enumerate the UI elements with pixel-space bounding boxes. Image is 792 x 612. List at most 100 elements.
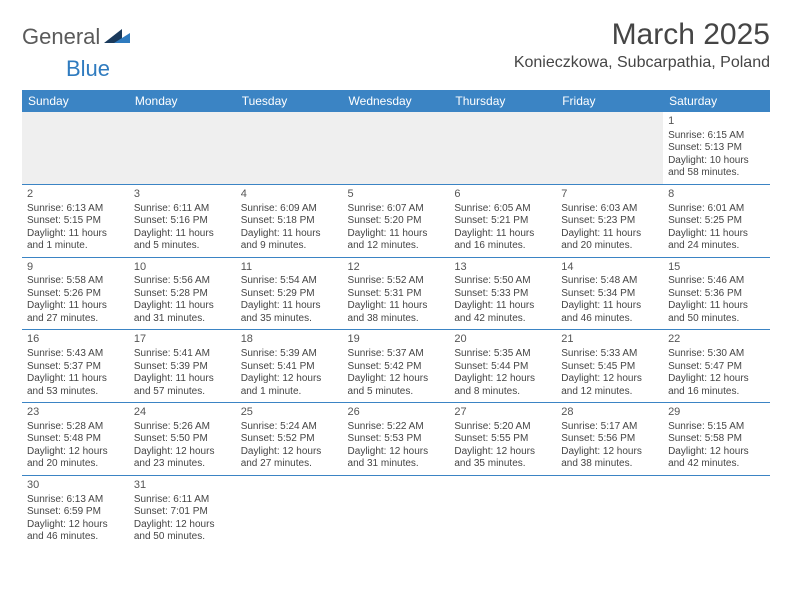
daylight-text: Daylight: 11 hours and 57 minutes. [134, 373, 231, 398]
calendar-cell: 20Sunrise: 5:35 AMSunset: 5:44 PMDayligh… [449, 330, 556, 403]
calendar-cell: 1Sunrise: 6:15 AMSunset: 5:13 PMDaylight… [663, 112, 770, 184]
calendar-cell: 15Sunrise: 5:46 AMSunset: 5:36 PMDayligh… [663, 257, 770, 330]
sunrise-text: Sunrise: 5:39 AM [241, 348, 338, 361]
calendar-cell: 31Sunrise: 6:11 AMSunset: 7:01 PMDayligh… [129, 475, 236, 547]
calendar-cell: 18Sunrise: 5:39 AMSunset: 5:41 PMDayligh… [236, 330, 343, 403]
day-number: 30 [27, 479, 124, 493]
sunrise-text: Sunrise: 5:28 AM [27, 421, 124, 434]
sunrise-text: Sunrise: 6:05 AM [454, 203, 551, 216]
day-number: 5 [348, 188, 445, 202]
day-number: 13 [454, 261, 551, 275]
location: Konieczkowa, Subcarpathia, Poland [514, 54, 770, 72]
daylight-text: Daylight: 12 hours and 5 minutes. [348, 373, 445, 398]
calendar-cell: 23Sunrise: 5:28 AMSunset: 5:48 PMDayligh… [22, 403, 129, 476]
sunset-text: Sunset: 5:15 PM [27, 215, 124, 228]
calendar-cell [556, 475, 663, 547]
calendar-cell: 2Sunrise: 6:13 AMSunset: 5:15 PMDaylight… [22, 184, 129, 257]
sunrise-text: Sunrise: 5:30 AM [668, 348, 765, 361]
sunrise-text: Sunrise: 5:20 AM [454, 421, 551, 434]
calendar-cell [236, 475, 343, 547]
daylight-text: Daylight: 12 hours and 1 minute. [241, 373, 338, 398]
calendar-cell [556, 112, 663, 184]
calendar-cell: 12Sunrise: 5:52 AMSunset: 5:31 PMDayligh… [343, 257, 450, 330]
calendar-cell: 4Sunrise: 6:09 AMSunset: 5:18 PMDaylight… [236, 184, 343, 257]
sunset-text: Sunset: 5:42 PM [348, 361, 445, 374]
sunset-text: Sunset: 5:23 PM [561, 215, 658, 228]
sunrise-text: Sunrise: 5:52 AM [348, 275, 445, 288]
calendar-cell [449, 475, 556, 547]
day-number: 12 [348, 261, 445, 275]
day-number: 14 [561, 261, 658, 275]
sunset-text: Sunset: 5:58 PM [668, 433, 765, 446]
calendar-row: 23Sunrise: 5:28 AMSunset: 5:48 PMDayligh… [22, 403, 770, 476]
sunrise-text: Sunrise: 5:54 AM [241, 275, 338, 288]
sunset-text: Sunset: 5:41 PM [241, 361, 338, 374]
calendar-cell: 30Sunrise: 6:13 AMSunset: 6:59 PMDayligh… [22, 475, 129, 547]
sunset-text: Sunset: 5:50 PM [134, 433, 231, 446]
sunset-text: Sunset: 5:20 PM [348, 215, 445, 228]
calendar-cell: 25Sunrise: 5:24 AMSunset: 5:52 PMDayligh… [236, 403, 343, 476]
calendar-cell [663, 475, 770, 547]
sunset-text: Sunset: 5:48 PM [27, 433, 124, 446]
calendar-cell: 14Sunrise: 5:48 AMSunset: 5:34 PMDayligh… [556, 257, 663, 330]
logo-mark-icon [104, 25, 130, 50]
weekday-header: Sunday [22, 90, 129, 112]
calendar-row: 9Sunrise: 5:58 AMSunset: 5:26 PMDaylight… [22, 257, 770, 330]
day-number: 24 [134, 406, 231, 420]
calendar-cell: 28Sunrise: 5:17 AMSunset: 5:56 PMDayligh… [556, 403, 663, 476]
sunrise-text: Sunrise: 5:41 AM [134, 348, 231, 361]
calendar-cell [343, 475, 450, 547]
day-number: 2 [27, 188, 124, 202]
sunrise-text: Sunrise: 5:22 AM [348, 421, 445, 434]
daylight-text: Daylight: 12 hours and 27 minutes. [241, 446, 338, 471]
sunrise-text: Sunrise: 6:01 AM [668, 203, 765, 216]
sunset-text: Sunset: 5:26 PM [27, 288, 124, 301]
day-number: 31 [134, 479, 231, 493]
sunrise-text: Sunrise: 5:48 AM [561, 275, 658, 288]
sunset-text: Sunset: 5:29 PM [241, 288, 338, 301]
weekday-header: Monday [129, 90, 236, 112]
sunset-text: Sunset: 5:53 PM [348, 433, 445, 446]
calendar-cell [236, 112, 343, 184]
sunset-text: Sunset: 5:21 PM [454, 215, 551, 228]
calendar-row: 1Sunrise: 6:15 AMSunset: 5:13 PMDaylight… [22, 112, 770, 184]
sunrise-text: Sunrise: 5:24 AM [241, 421, 338, 434]
day-number: 1 [668, 115, 765, 129]
sunrise-text: Sunrise: 5:37 AM [348, 348, 445, 361]
sunset-text: Sunset: 5:28 PM [134, 288, 231, 301]
weekday-header: Saturday [663, 90, 770, 112]
calendar-cell: 19Sunrise: 5:37 AMSunset: 5:42 PMDayligh… [343, 330, 450, 403]
sunrise-text: Sunrise: 6:13 AM [27, 203, 124, 216]
sunset-text: Sunset: 5:37 PM [27, 361, 124, 374]
sunset-text: Sunset: 6:59 PM [27, 506, 124, 519]
weekday-header: Tuesday [236, 90, 343, 112]
day-number: 17 [134, 333, 231, 347]
calendar-cell [129, 112, 236, 184]
day-number: 21 [561, 333, 658, 347]
day-number: 3 [134, 188, 231, 202]
sunrise-text: Sunrise: 5:43 AM [27, 348, 124, 361]
sunset-text: Sunset: 5:16 PM [134, 215, 231, 228]
calendar-cell [449, 112, 556, 184]
day-number: 8 [668, 188, 765, 202]
daylight-text: Daylight: 12 hours and 16 minutes. [668, 373, 765, 398]
daylight-text: Daylight: 12 hours and 20 minutes. [27, 446, 124, 471]
sunset-text: Sunset: 5:34 PM [561, 288, 658, 301]
logo-text-general: General [22, 24, 100, 50]
logo-text-blue: Blue [66, 56, 110, 82]
day-number: 23 [27, 406, 124, 420]
sunset-text: Sunset: 5:25 PM [668, 215, 765, 228]
daylight-text: Daylight: 11 hours and 5 minutes. [134, 228, 231, 253]
calendar-cell: 26Sunrise: 5:22 AMSunset: 5:53 PMDayligh… [343, 403, 450, 476]
title-block: March 2025 Konieczkowa, Subcarpathia, Po… [514, 18, 770, 72]
sunset-text: Sunset: 5:13 PM [668, 142, 765, 155]
calendar-cell: 27Sunrise: 5:20 AMSunset: 5:55 PMDayligh… [449, 403, 556, 476]
sunrise-text: Sunrise: 5:58 AM [27, 275, 124, 288]
daylight-text: Daylight: 12 hours and 23 minutes. [134, 446, 231, 471]
calendar-cell [343, 112, 450, 184]
daylight-text: Daylight: 11 hours and 27 minutes. [27, 300, 124, 325]
sunset-text: Sunset: 5:44 PM [454, 361, 551, 374]
calendar-cell: 17Sunrise: 5:41 AMSunset: 5:39 PMDayligh… [129, 330, 236, 403]
calendar-cell: 13Sunrise: 5:50 AMSunset: 5:33 PMDayligh… [449, 257, 556, 330]
daylight-text: Daylight: 11 hours and 31 minutes. [134, 300, 231, 325]
